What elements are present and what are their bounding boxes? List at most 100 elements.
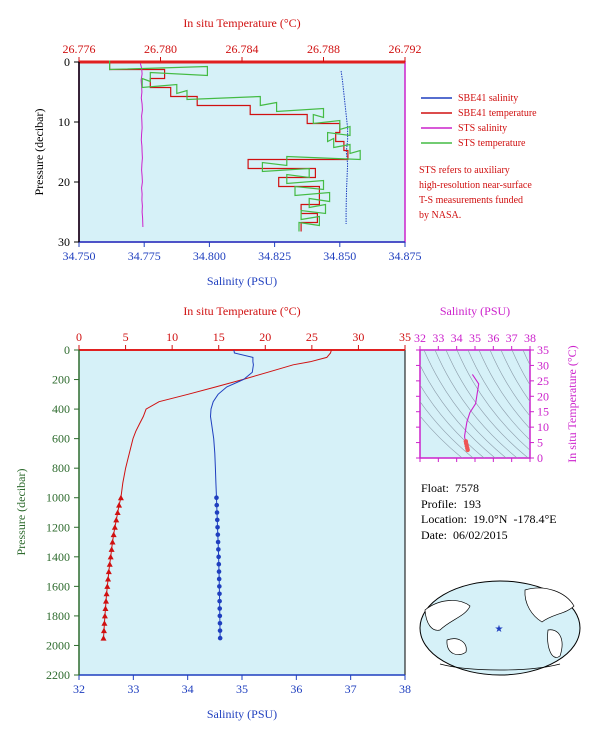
sts-note-line-2: high-resolution near-surface [419, 180, 532, 191]
main-temp-tick-label: 20 [259, 330, 271, 344]
ts-sal-tick-label: 37 [506, 331, 518, 345]
ts-sal-tick-label: 36 [487, 331, 499, 345]
main-sal-tick-label: 35 [236, 682, 248, 696]
main-plot-area [78, 349, 406, 676]
salinity-point [215, 524, 220, 530]
main-temp-tick-label: 25 [306, 330, 318, 344]
top-series-sbe41-temperature [108, 60, 349, 232]
ts-sal-tick-label: 33 [432, 331, 444, 345]
main-pressure-tick-label: 600 [52, 432, 70, 446]
salinity-point [214, 510, 220, 515]
legend-label-sts-salinity: STS salinity [458, 123, 507, 134]
temperature-point [103, 598, 110, 604]
main-pressure-tick-label: 2200 [46, 668, 70, 682]
float-info: Float: 7578 Profile: 193 Location: 19.0°… [421, 481, 557, 543]
sts-note: STS refers to auxiliary high-resolution … [419, 165, 532, 221]
salinity-point [217, 598, 222, 604]
salinity-point [216, 561, 222, 567]
ts-deep-point [465, 447, 470, 453]
density-contour [456, 350, 530, 451]
ts-sal-tick-label: 38 [524, 331, 536, 345]
profile-number: Profile: 193 [421, 496, 481, 511]
density-contour [478, 350, 530, 430]
ts-sal-tick-label: 35 [469, 331, 481, 345]
top-sal-tick-label: 34.850 [323, 249, 356, 263]
temperature-point [102, 605, 109, 612]
salinity-point [217, 620, 223, 626]
float-id: Float: 7578 [421, 481, 480, 495]
top-temp-tick-label: 26.784 [226, 42, 259, 56]
temperature-point [107, 553, 114, 560]
main-sal-tick-label: 36 [290, 682, 302, 696]
main-sal-tick-label: 34 [182, 682, 194, 696]
legend-label-sbe41-temperature: SBE41 temperature [458, 108, 537, 119]
map-landmass-south-america [547, 629, 563, 658]
ts-temp-tick-label: 20 [537, 389, 549, 403]
top-sal-tick-label: 34.750 [63, 249, 96, 263]
main-temp-tick-label: 5 [123, 330, 129, 344]
ts-temp-tick-label: 30 [537, 358, 549, 372]
salinity-point [216, 569, 222, 574]
main-pressure-tick-label: 800 [52, 461, 70, 475]
main-pressure-tick-label: 1200 [46, 520, 70, 534]
ts-sal-tick-label: 32 [414, 331, 426, 345]
sts-note-line-3: T-S measurements funded [419, 195, 523, 206]
map-landmass-australia [446, 638, 467, 655]
salinity-point [214, 517, 220, 523]
map-landmass-asia [424, 600, 471, 631]
top-sal-tick-label: 34.875 [389, 249, 422, 263]
density-contour [420, 415, 463, 458]
temperature-point [105, 568, 112, 575]
density-contour [423, 350, 507, 458]
main-temp-tick-label: 10 [166, 330, 178, 344]
salinity-point [217, 613, 223, 619]
top-series-sbe41-salinity [340, 70, 349, 224]
top-temp-axis-title: In situ Temperature (°C) [183, 16, 300, 30]
profile-date: Date: 06/02/2015 [421, 527, 508, 542]
main-temp-axis-title: In situ Temperature (°C) [183, 304, 300, 318]
main-sal-axis-title: Salinity (PSU) [207, 707, 277, 721]
salinity-point [217, 591, 222, 597]
main-pressure-tick-label: 0 [64, 343, 70, 357]
main-pressure-tick-label: 1800 [46, 609, 70, 623]
main-temp-tick-label: 15 [213, 330, 225, 344]
ts-temp-tick-label: 0 [537, 451, 543, 465]
density-contour [420, 384, 485, 458]
top-temp-tick-label: 26.780 [144, 42, 177, 56]
top-pressure-tick-label: 0 [64, 55, 70, 69]
density-contour [420, 401, 474, 458]
top-pressure-axis-title: Pressure (decibar) [32, 109, 46, 196]
salinity-point [215, 539, 221, 545]
salinity-point [217, 628, 223, 633]
density-contour [511, 350, 530, 386]
salinity-point [216, 576, 222, 582]
top-plot-area [78, 61, 406, 243]
main-pressure-tick-label: 1400 [46, 550, 70, 564]
salinity-point [214, 502, 220, 508]
main-pressure-tick-label: 1600 [46, 579, 70, 593]
density-contour [445, 350, 529, 458]
main-temp-tick-label: 35 [399, 330, 411, 344]
float-location: Location: 19.0°N -178.4°E [421, 512, 557, 526]
salinity-point [214, 495, 219, 501]
ts-temp-tick-label: 25 [537, 374, 549, 388]
temperature-point [104, 583, 111, 589]
main-pressure-tick-label: 200 [52, 373, 70, 387]
sts-note-line-4: by NASA. [419, 210, 461, 221]
main-temp-tick-label: 0 [76, 330, 82, 344]
main-sal-tick-label: 38 [399, 682, 411, 696]
temperature-point [100, 635, 107, 641]
main-pressure-tick-label: 400 [52, 402, 70, 416]
top-temp-tick-label: 26.788 [307, 42, 340, 56]
main-pressure-axis-title: Pressure (decibar) [14, 469, 28, 556]
temperature-point [111, 524, 118, 530]
salinity-point [216, 547, 221, 552]
location-map: ★ [419, 580, 581, 676]
top-sal-tick-label: 34.825 [258, 249, 291, 263]
ts-temp-tick-label: 10 [537, 420, 549, 434]
top-temp-tick-label: 26.792 [389, 42, 422, 56]
density-contour [522, 350, 530, 366]
